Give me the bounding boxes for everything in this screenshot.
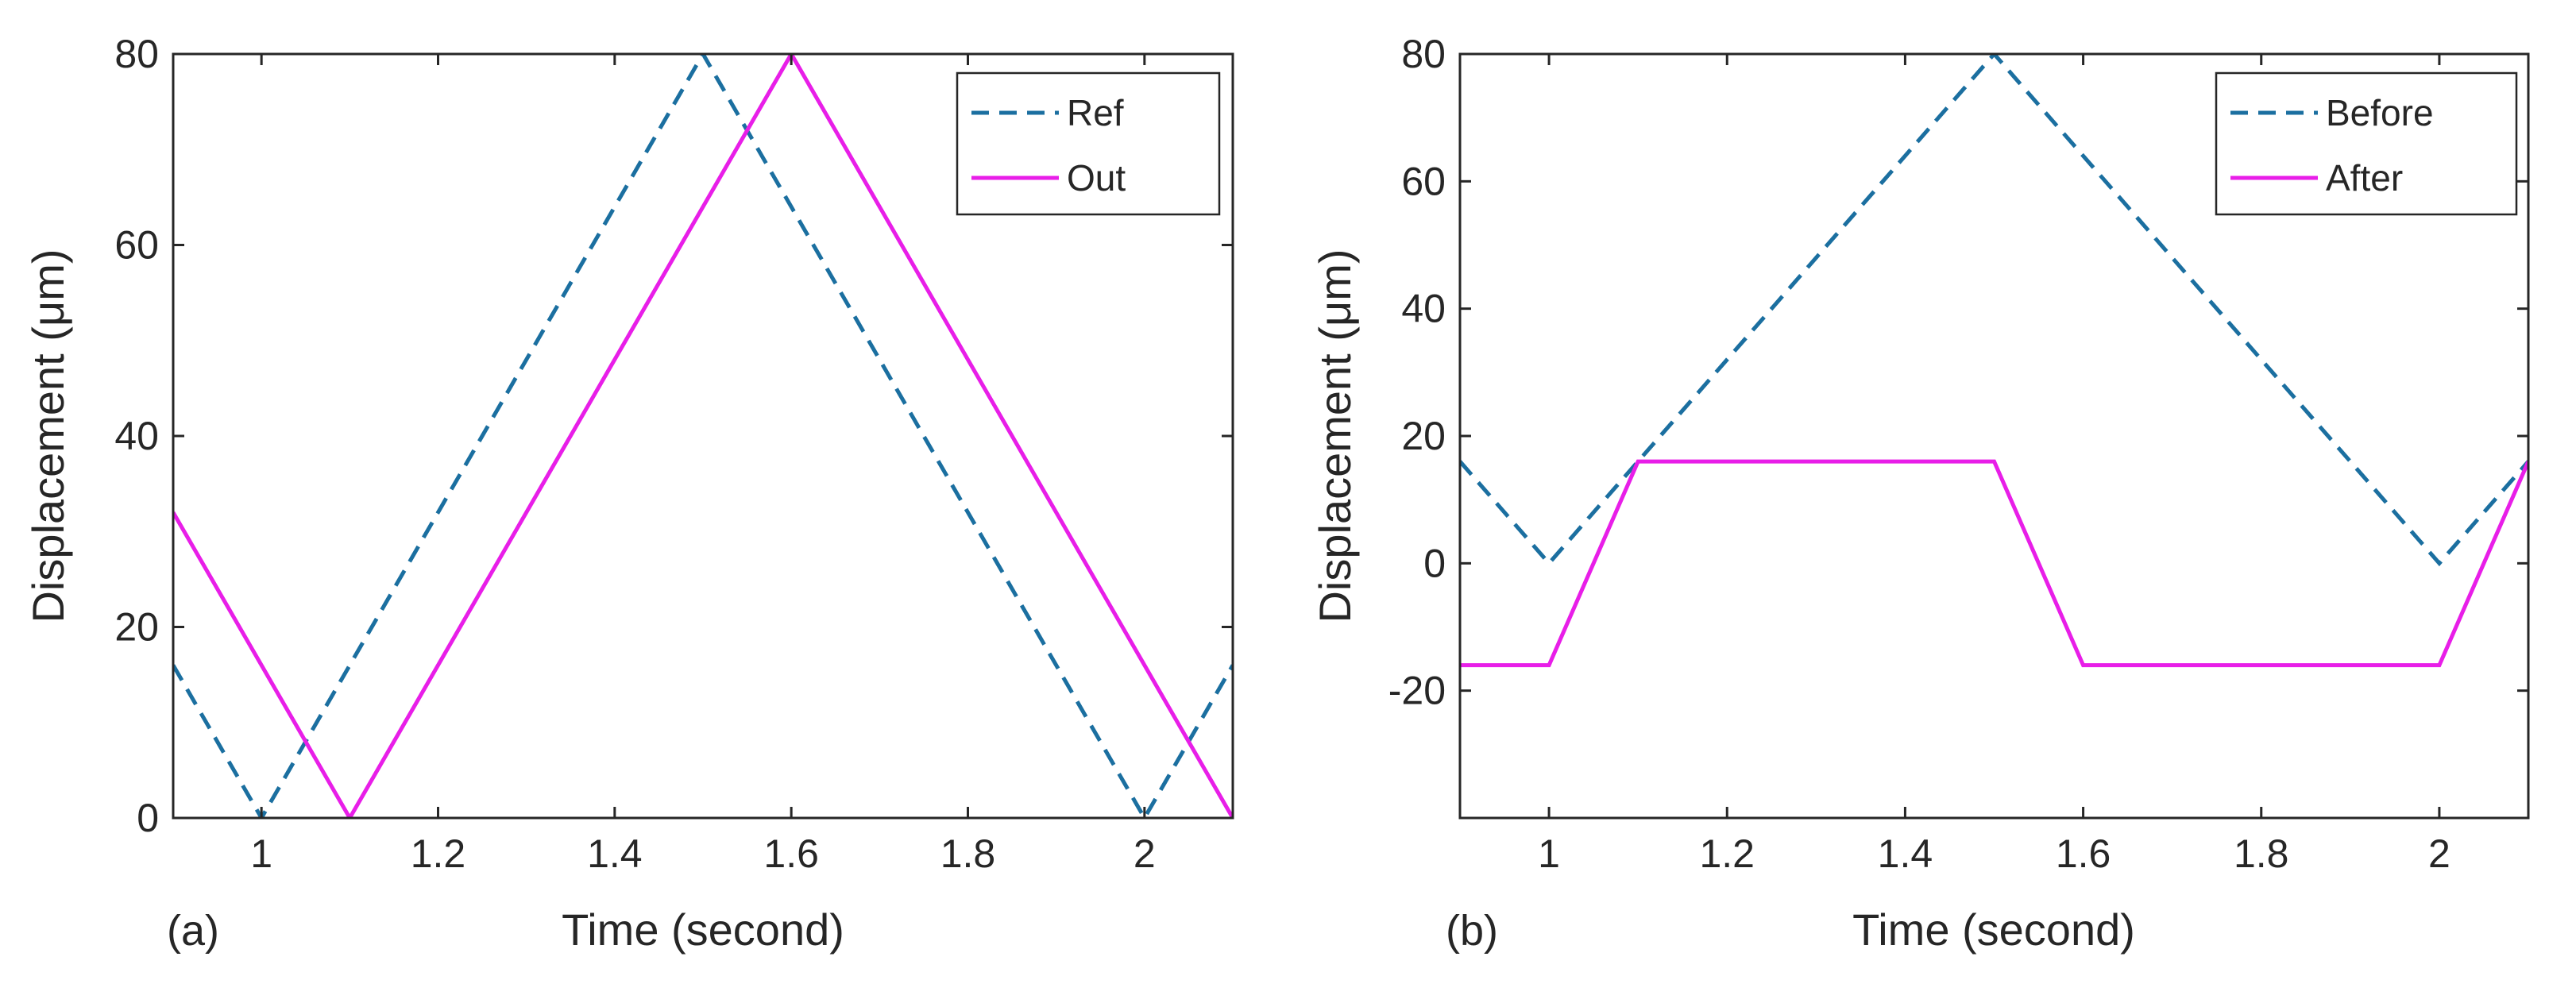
panel-label: (b) (1446, 907, 1498, 955)
y-tick-label: 40 (114, 414, 159, 458)
series-line-after (1460, 459, 2528, 668)
x-axis-label: Time (second) (562, 905, 844, 955)
legend: Ref Out (956, 71, 1221, 216)
legend-label-before: Before (2326, 92, 2434, 133)
series-line-ref (173, 54, 1233, 818)
x-tick-label: 1.6 (2056, 831, 2111, 876)
series-line-before (1460, 54, 2528, 567)
y-tick-label: 20 (1401, 414, 1446, 458)
y-tick-label: 0 (1423, 541, 1446, 585)
x-tick-label: 1.2 (1699, 831, 1755, 876)
x-tick-label: 1.6 (763, 831, 819, 876)
series-line-out (173, 54, 1233, 818)
panel-label: (a) (167, 907, 219, 955)
x-tick-label: 1 (250, 831, 272, 876)
y-tick-label: 80 (1401, 32, 1446, 76)
y-tick-label: 40 (1401, 287, 1446, 331)
x-tick-label: 1.4 (1878, 831, 1933, 876)
legend: Before After (2215, 71, 2518, 216)
y-tick-label: -20 (1388, 669, 1446, 713)
x-tick-label: 2 (1134, 831, 1156, 876)
y-tick-label: 60 (114, 223, 159, 268)
y-tick-label: 80 (114, 32, 159, 76)
x-tick-label: 1.4 (587, 831, 643, 876)
legend-box (956, 71, 1221, 216)
legend-label-after: After (2326, 157, 2403, 199)
x-tick-label: 1.2 (411, 831, 466, 876)
y-tick-label: 0 (137, 796, 159, 840)
legend-box (2215, 71, 2518, 216)
y-tick-label: 60 (1401, 159, 1446, 203)
x-tick-label: 1 (1538, 831, 1560, 876)
y-axis-label: Displacement (μm) (23, 249, 73, 623)
y-tick-label: 20 (114, 605, 159, 650)
chart-panel-b: 1 1.2 1.4 1.6 1.8 2 -20 0 20 40 60 80 Time (second) D… (1310, 32, 2530, 955)
legend-label-out: Out (1067, 157, 1126, 199)
x-tick-label: 1.8 (940, 831, 996, 876)
x-axis-label: Time (second) (1852, 905, 2135, 955)
x-tick-label: 2 (2428, 831, 2450, 876)
legend-label-ref: Ref (1067, 92, 1124, 133)
x-tick-label: 1.8 (2234, 831, 2289, 876)
y-axis-label: Displacement (μm) (1310, 249, 1360, 623)
